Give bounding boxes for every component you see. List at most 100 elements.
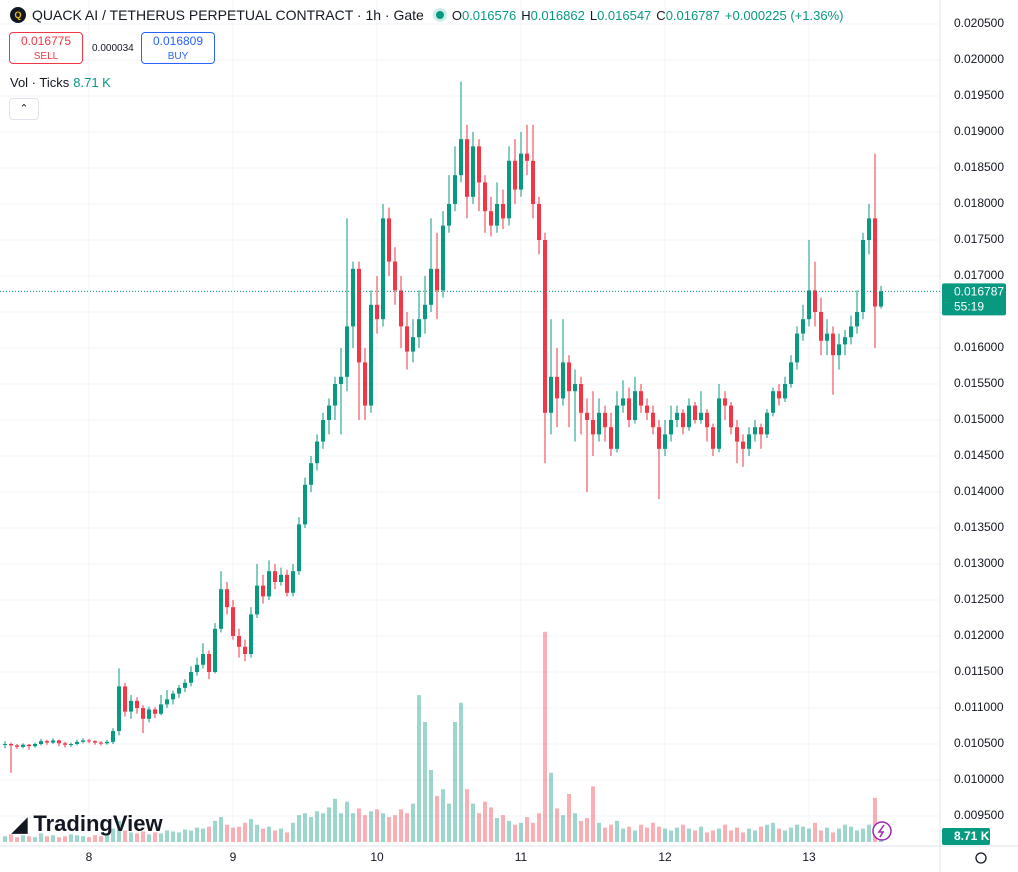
volume-bar <box>80 836 85 842</box>
candle-body <box>735 427 740 442</box>
candle-body <box>272 571 277 582</box>
volume-bar <box>771 822 776 842</box>
volume-bar <box>440 789 445 842</box>
candle-body <box>458 139 463 176</box>
candle-body <box>62 743 67 745</box>
volume-bar <box>218 817 223 842</box>
volume-bar <box>759 826 764 842</box>
volume-bar <box>452 722 457 842</box>
candle-body <box>68 744 73 746</box>
alert-icon[interactable] <box>872 821 892 841</box>
volume-bar <box>579 820 584 842</box>
volume-bar <box>404 813 409 842</box>
volume-bar <box>74 835 79 842</box>
volume-bar <box>549 772 554 842</box>
volume-bar <box>723 824 728 842</box>
volume-bar <box>813 822 818 842</box>
candle-body <box>20 744 25 747</box>
header: Q QUACK AI / TETHERUS PERPETUAL CONTRACT… <box>10 7 843 23</box>
candle-body <box>633 391 638 420</box>
volume-bar <box>795 824 800 842</box>
volume-name: Vol · Ticks <box>10 75 70 90</box>
volume-bar <box>284 832 289 842</box>
x-tick-label: 13 <box>802 850 816 864</box>
candle-body <box>194 664 199 673</box>
candle-body <box>302 484 307 525</box>
candle-body <box>452 175 457 204</box>
volume-bar <box>501 815 506 842</box>
volume-bar <box>483 801 488 842</box>
candle-body <box>759 427 764 435</box>
buy-button[interactable]: 0.016809 BUY <box>141 32 215 64</box>
volume-bar <box>729 830 734 842</box>
volume-bar <box>254 824 259 842</box>
sell-button[interactable]: 0.016775 SELL <box>9 32 83 64</box>
volume-bar <box>242 822 247 842</box>
status-dot <box>435 11 444 19</box>
candle-body <box>705 412 710 428</box>
volume-bar <box>458 702 463 842</box>
volume-bar <box>134 833 139 842</box>
candle-body <box>693 405 698 420</box>
ohlc-key: H <box>521 7 531 23</box>
candle-body <box>729 405 734 428</box>
candle-body <box>609 427 614 449</box>
collapse-button[interactable]: ⌃ <box>9 98 39 120</box>
settings-icon[interactable] <box>975 852 987 864</box>
candle-body <box>320 419 325 442</box>
volume-bar <box>290 822 295 842</box>
candle-body <box>645 405 650 413</box>
y-tick-label: 0.014000 <box>954 484 1004 498</box>
symbol[interactable]: QUACK AI / TETHERUS PERPETUAL CONTRACT ·… <box>32 7 424 23</box>
ohlc-item: O0.016576 <box>452 8 516 23</box>
volume-bar <box>699 826 704 842</box>
candle-body <box>164 699 169 705</box>
volume-bar <box>446 803 451 842</box>
candle-body <box>495 203 500 226</box>
volume-bar <box>416 695 421 842</box>
x-tick-label: 9 <box>230 850 237 864</box>
volume-bar <box>537 813 542 842</box>
candle-body <box>290 571 295 593</box>
y-tick-label: 0.014500 <box>954 448 1004 462</box>
y-tick-label: 0.015000 <box>954 412 1004 426</box>
symbol-icon: Q <box>10 7 26 23</box>
volume-bar <box>38 833 43 842</box>
candle-body <box>603 412 608 428</box>
candle-body <box>434 268 439 291</box>
candle-body <box>789 362 794 384</box>
volume-bar <box>356 808 361 842</box>
candle-body <box>14 745 19 747</box>
candle-body <box>398 290 403 327</box>
volume-bar <box>519 822 524 842</box>
candle-body <box>98 742 103 744</box>
candle-body <box>813 290 818 312</box>
y-tick-label: 0.010000 <box>954 772 1004 786</box>
candle-body <box>465 139 469 197</box>
volume-bar <box>278 828 283 842</box>
volume-bar <box>338 813 343 842</box>
candle-body <box>651 412 656 428</box>
ohlc-value: 0.016576 <box>461 7 517 23</box>
candle-body <box>489 211 494 226</box>
volume-bar <box>477 813 482 842</box>
volume-bar <box>705 832 710 842</box>
volume-bar <box>308 817 313 842</box>
candle-body <box>477 146 482 183</box>
candle-body <box>627 398 632 420</box>
volume-bar <box>158 833 163 842</box>
candle-body <box>471 146 475 197</box>
candle-body <box>657 427 662 449</box>
volume-bar <box>711 830 716 842</box>
candle-body <box>368 304 373 406</box>
candle-body <box>675 412 680 420</box>
volume-bar <box>326 807 331 842</box>
volume-bar <box>230 827 235 842</box>
y-tick-label: 0.010500 <box>954 736 1004 750</box>
candle-body <box>807 290 812 320</box>
candle-body <box>134 700 139 709</box>
volume-bar <box>507 820 512 842</box>
volume-bar <box>777 828 782 842</box>
volume-bar <box>176 832 181 842</box>
